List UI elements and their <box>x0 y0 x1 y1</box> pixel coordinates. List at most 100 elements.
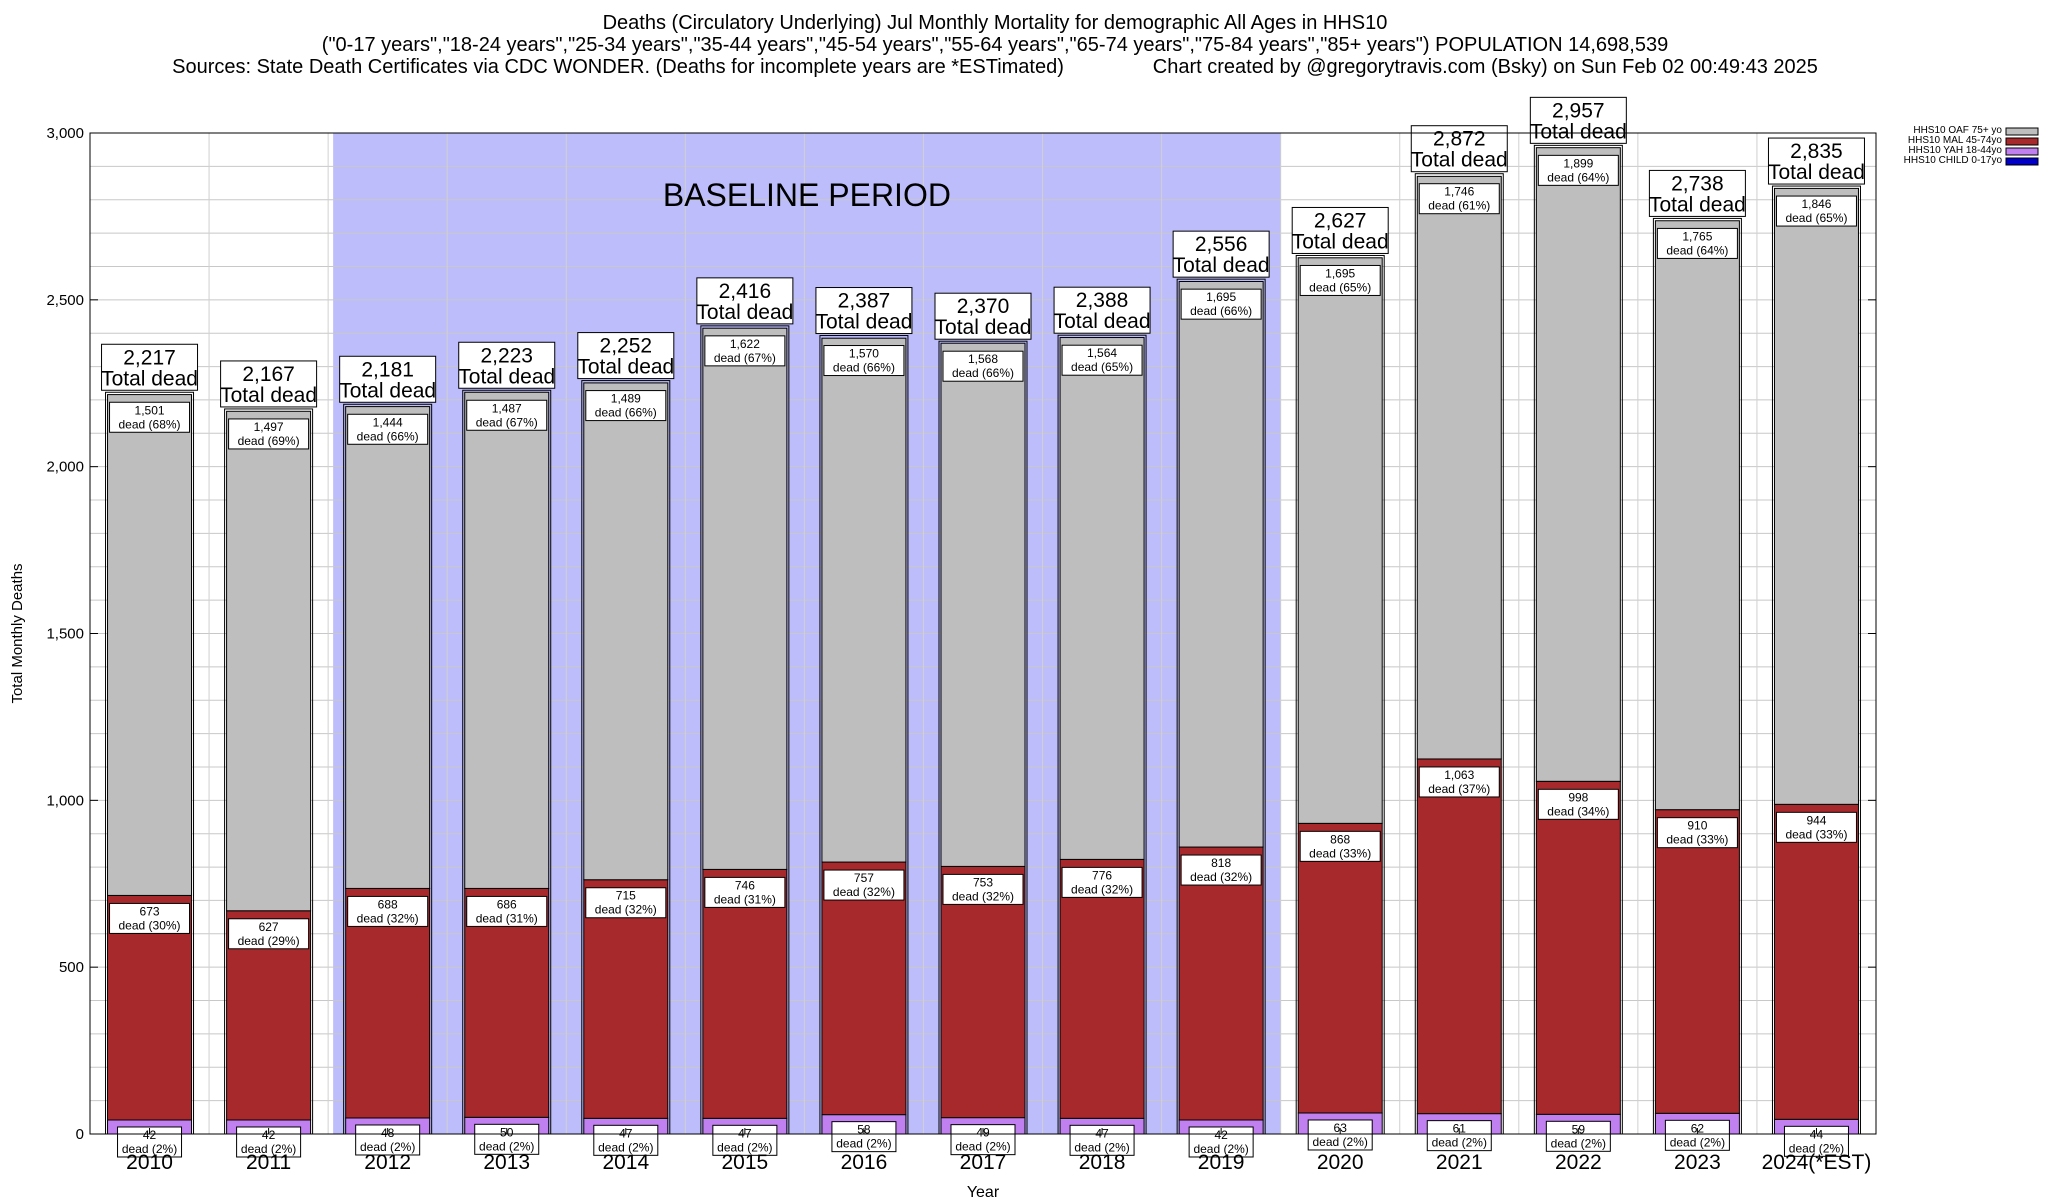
x-tick-label: 2017 <box>960 1151 1007 1174</box>
label-mal-box <box>704 876 786 908</box>
label-mal-value: 818 <box>1211 856 1231 870</box>
label-oaf-value: 1,846 <box>1801 197 1831 211</box>
label-mal-value: 753 <box>973 875 993 889</box>
label-oaf-box <box>228 418 310 450</box>
label-oaf-value: 1,444 <box>373 415 403 429</box>
x-tick-label: 2012 <box>364 1151 411 1174</box>
legend-item-label: HHS10 MAL 45-74yo <box>1907 135 2002 146</box>
total-label-value: 2,738 <box>1671 172 1724 195</box>
label-oaf-box <box>1537 154 1619 186</box>
label-mal-box <box>1537 788 1619 820</box>
label-mal-pct: dead (33%) <box>1785 827 1847 841</box>
total-label-box <box>1529 96 1627 144</box>
label-yah-box <box>831 1121 897 1153</box>
bar-segment <box>1416 758 1502 1115</box>
label-mal-pct: dead (32%) <box>833 885 895 899</box>
label-yah-value: 42 <box>1214 1128 1228 1142</box>
label-yah-pct: dead (2%) <box>598 1140 653 1154</box>
total-label-box <box>1648 169 1746 217</box>
bar-segment <box>940 865 1026 1119</box>
legend-swatch <box>2005 137 2039 146</box>
x-tick-label: 2015 <box>722 1151 769 1174</box>
label-mal-box <box>1656 817 1738 849</box>
label-yah-pct: dead (2%) <box>955 1140 1010 1154</box>
label-oaf-pct: dead (69%) <box>238 434 300 448</box>
label-oaf-pct: dead (66%) <box>833 361 895 375</box>
label-oaf-box <box>1061 344 1143 376</box>
bar-segment <box>702 327 788 870</box>
label-oaf-box <box>109 401 191 433</box>
label-yah-box <box>1664 1119 1730 1151</box>
x-tick-label: 2013 <box>483 1151 530 1174</box>
x-tick-label: 2014 <box>602 1151 649 1174</box>
label-oaf-value: 1,568 <box>968 352 998 366</box>
y-tick-label: 0 <box>76 1126 84 1143</box>
label-mal-pct: dead (32%) <box>595 903 657 917</box>
label-oaf-pct: dead (67%) <box>714 351 776 365</box>
label-mal-box <box>466 895 548 927</box>
total-label-text: Total dead <box>101 367 198 390</box>
x-tick-label: 2016 <box>841 1151 888 1174</box>
bar-segment <box>1416 175 1502 760</box>
label-oaf-box <box>942 350 1024 382</box>
bar-segment <box>821 337 907 863</box>
label-yah-value: 63 <box>1334 1121 1348 1135</box>
label-oaf-pct: dead (66%) <box>1190 304 1252 318</box>
total-label-text: Total dead <box>339 379 436 402</box>
total-label-text: Total dead <box>1054 310 1151 333</box>
label-oaf-value: 1,622 <box>730 337 760 351</box>
label-oaf-box <box>1418 183 1500 215</box>
bar-segment <box>1654 220 1740 811</box>
total-label-value: 2,223 <box>480 344 533 367</box>
label-yah-pct: dead (2%) <box>360 1140 415 1154</box>
total-label-box <box>815 287 913 335</box>
label-mal-pct: dead (30%) <box>119 918 181 932</box>
x-tick-label: 2019 <box>1198 1151 1245 1174</box>
total-label-box <box>1767 137 1865 185</box>
total-label-text: Total dead <box>696 301 793 324</box>
x-tick-label: 2011 <box>246 1151 291 1174</box>
label-yah-pct: dead (2%) <box>479 1139 534 1153</box>
total-label-text: Total dead <box>577 356 674 379</box>
label-yah-box <box>1545 1120 1611 1152</box>
bar-segment <box>1773 803 1859 1120</box>
bar-segment <box>1178 280 1264 848</box>
label-yah-pct: dead (2%) <box>1313 1135 1368 1149</box>
legend-item-label: HHS10 OAF 75+ yo <box>1913 125 2002 136</box>
bar-segment <box>1178 846 1264 1121</box>
label-oaf-pct: dead (67%) <box>476 415 538 429</box>
bar-segment <box>1535 780 1621 1115</box>
total-label-text: Total dead <box>935 316 1032 339</box>
label-mal-value: 998 <box>1568 790 1588 804</box>
label-mal-box <box>1180 854 1262 886</box>
total-label-box <box>577 332 675 380</box>
label-oaf-value: 1,501 <box>135 403 165 417</box>
label-yah-pct: dead (2%) <box>1193 1142 1248 1156</box>
bar-segment <box>1297 822 1383 1114</box>
bar-segment <box>940 342 1026 867</box>
label-oaf-value: 1,746 <box>1444 185 1474 199</box>
bar-segment <box>464 391 550 889</box>
bar-segment <box>1654 809 1740 1114</box>
y-tick-label: 3,000 <box>46 125 84 142</box>
bar-segment <box>1059 858 1145 1119</box>
total-label-value: 2,835 <box>1790 140 1843 163</box>
total-label-text: Total dead <box>1292 230 1389 253</box>
label-oaf-pct: dead (65%) <box>1785 211 1847 225</box>
total-label-box <box>458 341 556 389</box>
x-axis-label: Year <box>967 1184 1000 1200</box>
chart-sources-credit: Sources: State Death Certificates via CD… <box>172 56 1818 78</box>
bar-segment <box>1535 147 1621 782</box>
x-tick-label: 2010 <box>126 1151 173 1174</box>
label-yah-value: 42 <box>262 1128 276 1142</box>
total-label-box <box>1291 206 1389 254</box>
bar-segment <box>1297 257 1383 824</box>
label-mal-pct: dead (32%) <box>1071 882 1133 896</box>
label-oaf-box <box>823 345 905 377</box>
label-yah-pct: dead (2%) <box>1789 1141 1844 1155</box>
label-oaf-box <box>347 413 429 445</box>
label-oaf-value: 1,695 <box>1325 266 1355 280</box>
label-yah-pct: dead (2%) <box>1074 1140 1129 1154</box>
label-oaf-value: 1,564 <box>1087 346 1117 360</box>
